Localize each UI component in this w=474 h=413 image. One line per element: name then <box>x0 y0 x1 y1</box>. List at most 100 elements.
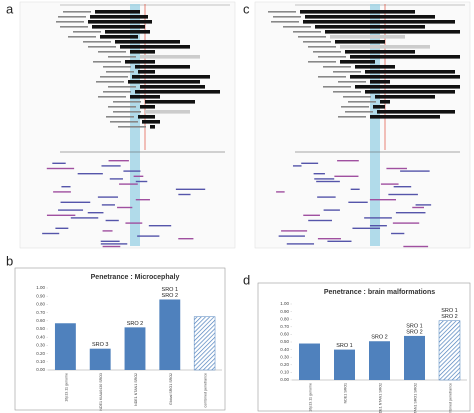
deletion-bar <box>132 75 210 79</box>
deletion-bar <box>88 20 152 24</box>
gene-label <box>392 222 420 224</box>
gene-label <box>102 245 121 248</box>
deletion-bar <box>345 50 415 54</box>
bar-annotation: SRO 1 <box>336 343 353 349</box>
deletion-bar <box>315 25 425 29</box>
gene-label <box>314 178 335 180</box>
gene-label <box>292 165 302 167</box>
deletion-bar <box>135 90 220 94</box>
deletion-bar <box>92 25 145 29</box>
gene-label <box>403 245 429 248</box>
bar-annotation: SRO 2 <box>371 335 388 341</box>
gene-label <box>61 186 71 188</box>
row-label <box>63 11 91 13</box>
gene-label <box>276 191 285 193</box>
deletion-bar <box>300 10 415 14</box>
gene-label <box>175 188 206 190</box>
gene-label <box>303 214 320 216</box>
row-label <box>100 76 128 78</box>
gene-label <box>101 165 121 167</box>
y-tick-label: 0.50 <box>280 339 289 344</box>
gene-label <box>135 199 150 201</box>
row-label <box>308 46 336 48</box>
row-label <box>113 101 141 103</box>
row-label <box>348 101 376 103</box>
gene-label <box>117 206 133 209</box>
bar <box>369 341 390 380</box>
deletion-bar <box>138 70 155 74</box>
row-label <box>56 21 84 23</box>
gene-label <box>348 201 368 203</box>
bar <box>54 323 76 370</box>
gene-label <box>87 212 104 214</box>
gene-label <box>337 160 359 162</box>
gene-label <box>278 235 305 237</box>
row-label <box>96 81 124 83</box>
deletion-bar <box>365 90 455 94</box>
gene-label <box>327 240 352 242</box>
gene-label <box>334 175 359 177</box>
deletion-bar <box>330 35 405 39</box>
deletion-bar <box>140 55 200 59</box>
bar <box>89 348 111 370</box>
deletion-bar <box>115 40 180 44</box>
row-label <box>110 121 138 123</box>
gene-label <box>317 196 336 198</box>
row-label <box>333 71 361 73</box>
deletion-bar <box>370 115 440 119</box>
gene-label <box>100 240 120 242</box>
deletion-bar <box>130 50 155 54</box>
row-label <box>303 41 331 43</box>
panel-letter: c <box>243 1 250 16</box>
row-label <box>73 31 101 33</box>
gene-label <box>46 167 75 170</box>
deletion-bar <box>138 115 155 119</box>
x-tick-label: NDE1 NTAN1 SRO2 <box>134 373 138 406</box>
row-label <box>293 31 321 33</box>
highlight-band <box>130 4 140 246</box>
y-tick-label: 0.00 <box>280 377 289 382</box>
bar <box>193 316 216 371</box>
gene-label <box>386 167 407 170</box>
gene-label <box>369 199 397 201</box>
gene-label <box>393 186 412 188</box>
browser-frame <box>254 1 471 249</box>
deletion-bar <box>350 75 460 79</box>
chart-title: Penetrance : Microcephaly <box>91 274 180 281</box>
deletion-bar <box>380 100 390 104</box>
row-label <box>68 36 96 38</box>
gene-label <box>137 235 160 237</box>
chart-frame <box>14 267 226 411</box>
gene-label <box>369 225 387 227</box>
gene-label <box>178 238 194 240</box>
row-label <box>345 111 373 113</box>
gene-label <box>70 217 99 219</box>
gene-label <box>101 204 115 206</box>
y-tick-label: 0.10 <box>36 359 45 364</box>
x-tick-label: NDE1 NTAN1 SRO1 SRO2 <box>413 383 417 413</box>
y-tick-label: 0.30 <box>280 354 289 359</box>
y-tick-label: 0.40 <box>36 334 45 339</box>
bar <box>299 343 320 380</box>
gene-label <box>317 238 341 240</box>
gene-label <box>391 232 405 235</box>
row-label <box>268 11 296 13</box>
gene-label <box>60 201 91 203</box>
x-tick-label: NDE1 SRO1 <box>343 383 347 403</box>
deletion-bar <box>150 125 155 129</box>
row-label <box>318 76 346 78</box>
gene-label <box>100 243 128 245</box>
row-label <box>333 91 361 93</box>
row-label <box>103 66 131 68</box>
y-tick-label: 1.00 <box>36 285 45 290</box>
gene-label <box>55 227 69 229</box>
gene-label <box>123 170 141 172</box>
gene-label <box>133 175 144 177</box>
row-label <box>98 51 126 53</box>
bar-annotation: SRO 1 <box>441 308 458 314</box>
gene-label <box>97 196 118 198</box>
row-label <box>60 26 88 28</box>
bar-annotation: SRO 2 <box>162 293 179 299</box>
deletion-bar <box>340 45 430 49</box>
